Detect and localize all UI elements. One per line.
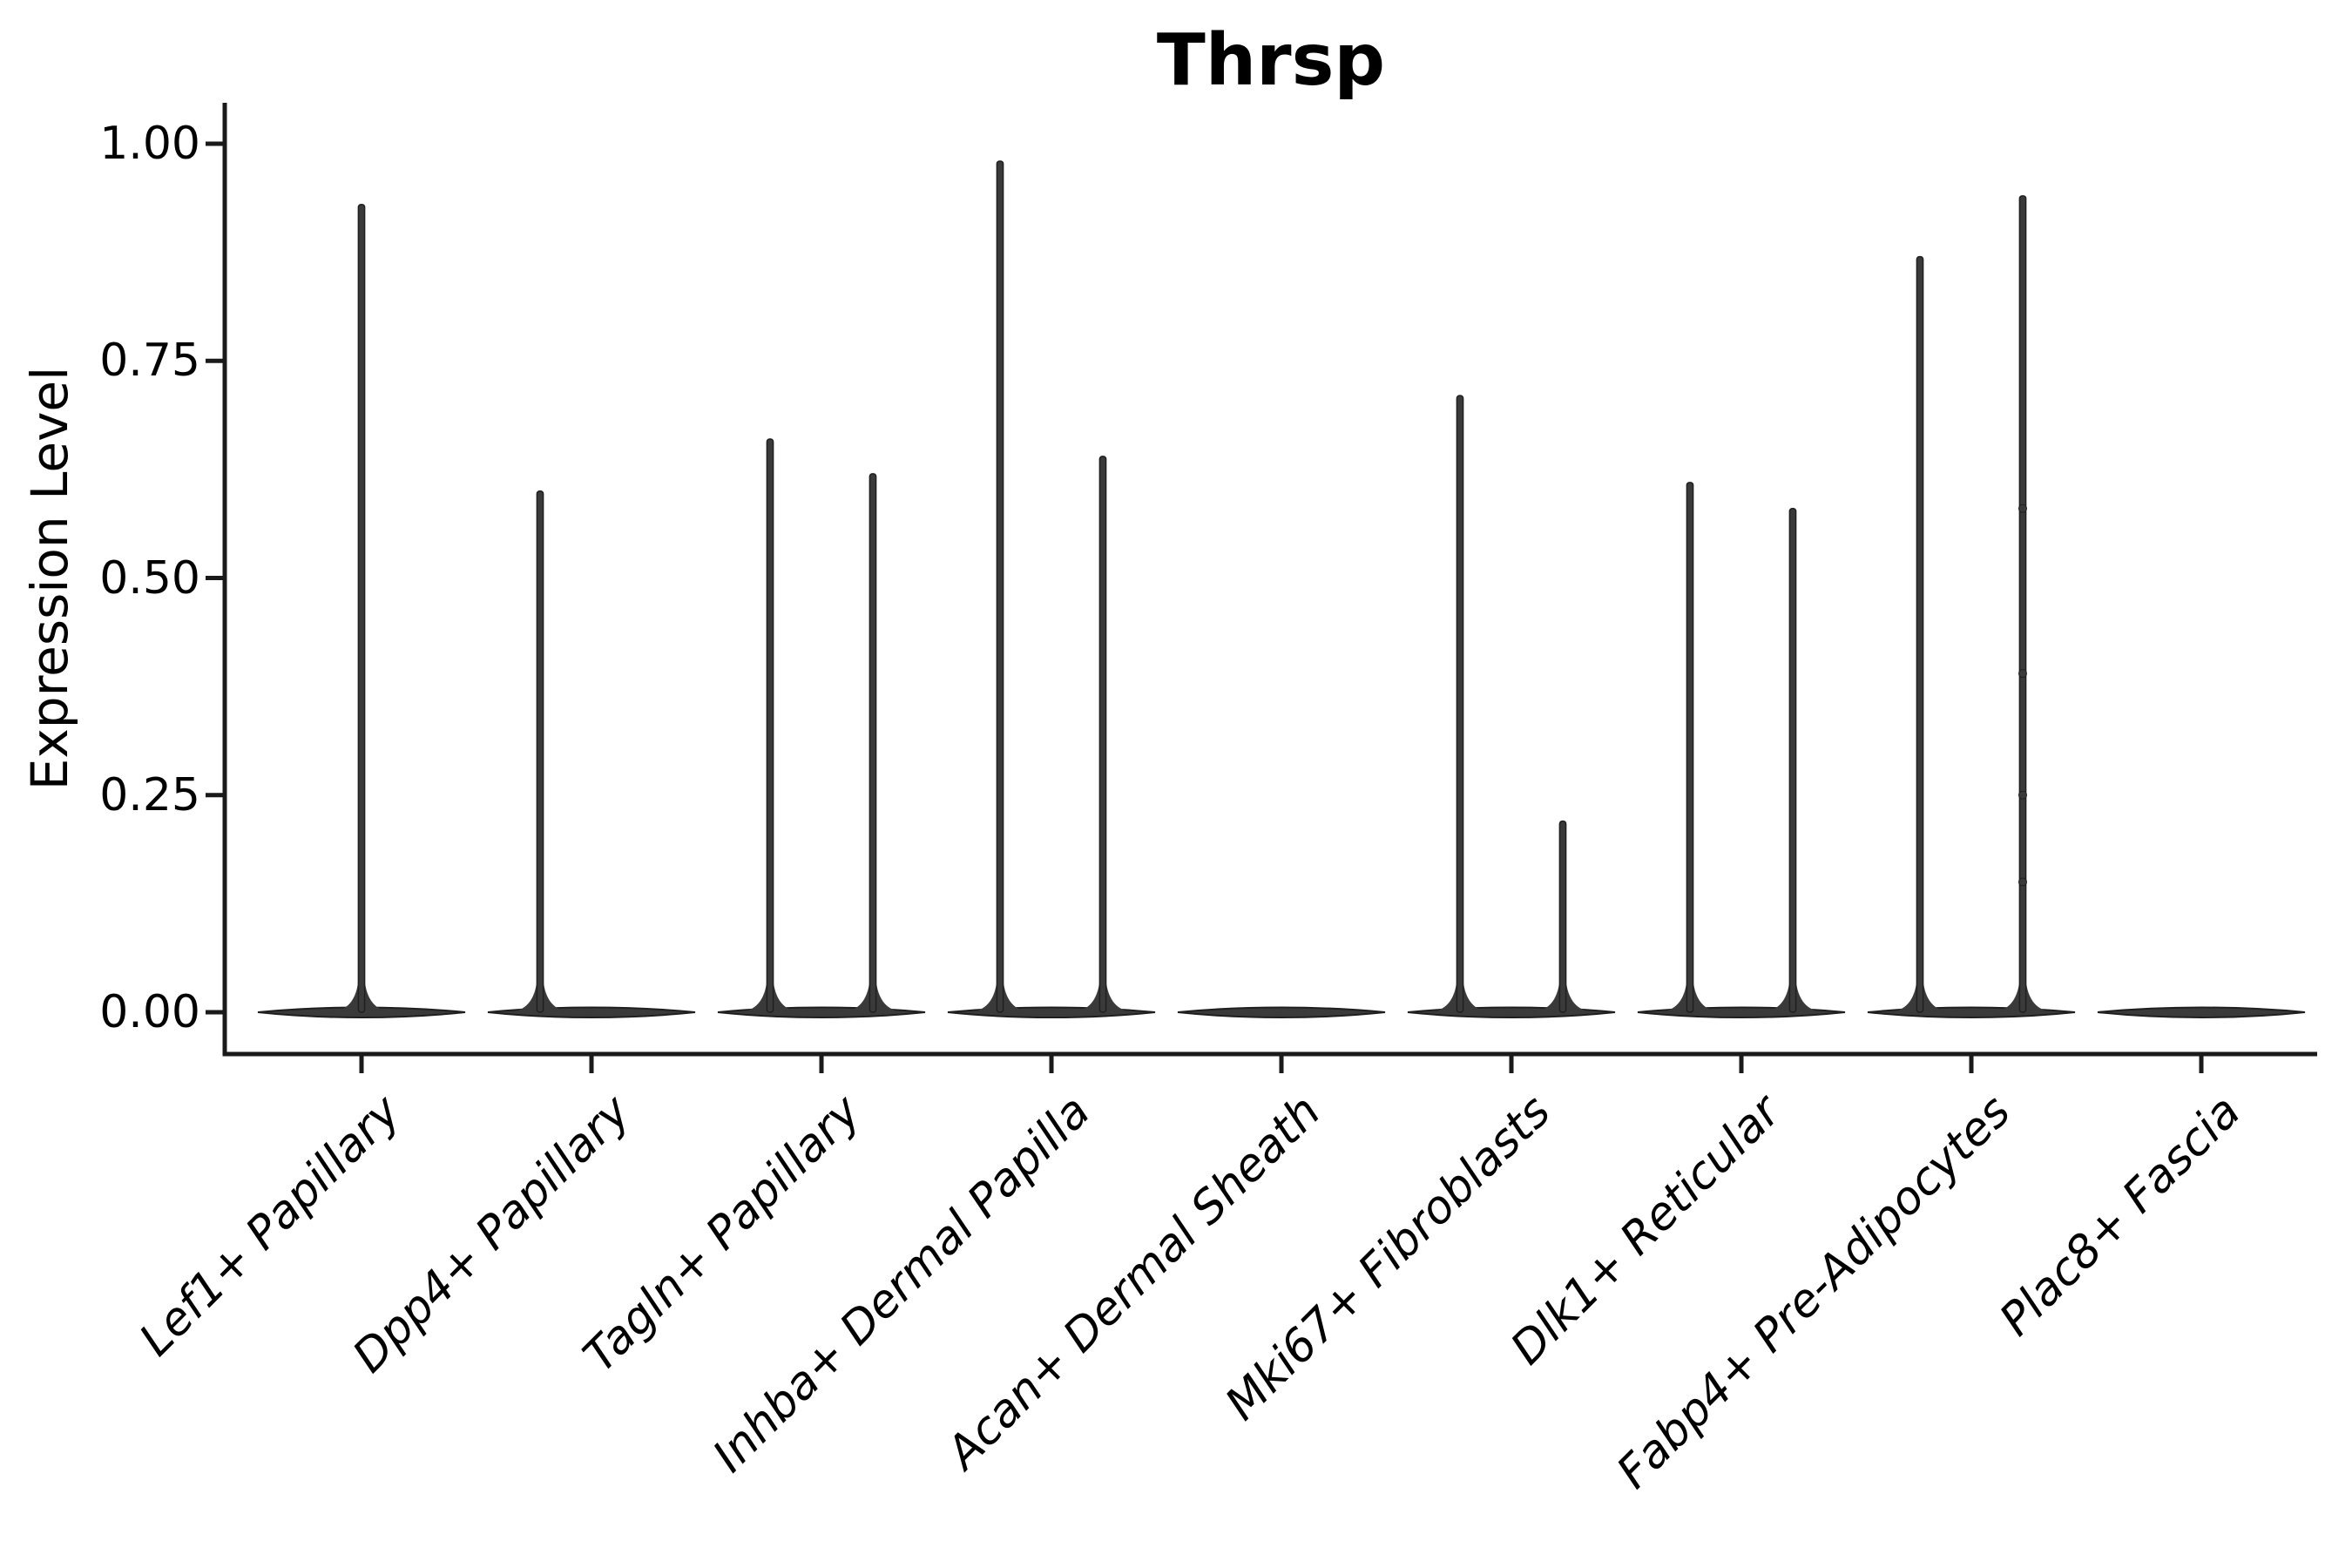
violin-spike xyxy=(1916,255,1924,1013)
violin-base xyxy=(2097,1006,2306,1019)
violin-spike xyxy=(1788,507,1797,1013)
violin-base xyxy=(947,1006,1156,1019)
violin-base xyxy=(1407,1006,1616,1019)
violin-base xyxy=(1637,1006,1846,1019)
y-tick-label: 0.25 xyxy=(99,768,200,821)
y-tick-label: 0.75 xyxy=(99,335,200,388)
violin-base xyxy=(1177,1006,1386,1019)
violin-spike xyxy=(868,473,877,1013)
y-tick-label: 0.50 xyxy=(99,551,200,605)
violin-spike xyxy=(2018,195,2027,1013)
violin-spike xyxy=(996,160,1004,1013)
violin-spike xyxy=(766,438,774,1013)
cell-point xyxy=(2018,669,2027,679)
violin-spike xyxy=(1456,395,1464,1013)
violin-base xyxy=(487,1006,696,1019)
y-tick-label: 0.00 xyxy=(99,986,200,1038)
violin-base xyxy=(717,1006,926,1019)
violin-spike xyxy=(1686,482,1694,1013)
cell-point xyxy=(2018,790,2027,800)
violin-spike xyxy=(1098,456,1107,1013)
violin-spike xyxy=(357,204,366,1013)
violin-spike xyxy=(536,490,544,1013)
violin-spike xyxy=(1558,820,1567,1013)
chart-title: Thrsp xyxy=(1156,19,1386,102)
y-tick-label: 1.00 xyxy=(99,118,200,170)
cell-point xyxy=(2018,504,2027,513)
violin-base xyxy=(1867,1006,2076,1019)
cell-point xyxy=(2018,877,2027,887)
